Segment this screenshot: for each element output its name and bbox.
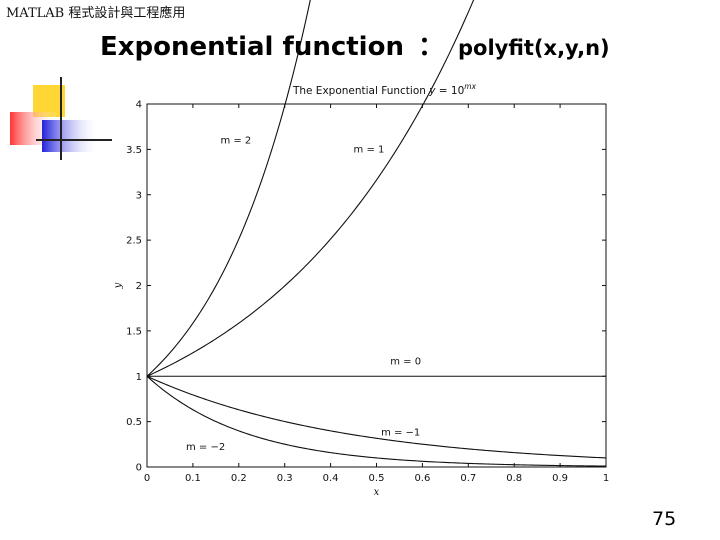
x-tick-label: 0.7	[460, 473, 476, 484]
x-tick-label: 0.8	[506, 473, 522, 484]
series-annotation-m1: m = 1	[354, 144, 385, 155]
x-tick-label: 0.3	[277, 473, 293, 484]
x-tick-label: 0.5	[369, 473, 385, 484]
title-separator: ：	[417, 32, 444, 62]
x-tick-label: 0.6	[414, 473, 430, 484]
slide-title: Exponential function ： polyfit(x,y,n)	[100, 26, 610, 63]
x-tick-label: 0.4	[323, 473, 339, 484]
y-tick-label: 2.5	[126, 236, 142, 247]
chart-title: The Exponential Function y = 10mx	[292, 82, 477, 97]
series-annotation-m0: m = 0	[390, 357, 421, 368]
series-line-m-2	[146, 375, 607, 467]
y-tick-label: 2	[136, 281, 142, 292]
series-annotation-m-2: m = −2	[186, 442, 225, 453]
x-axis-label: x	[374, 487, 380, 498]
y-tick-label: 1	[136, 372, 142, 383]
series-annotation-m2: m = 2	[220, 135, 251, 146]
x-tick-label: 1	[603, 473, 609, 484]
y-tick-label: 3	[136, 190, 142, 201]
y-axis-label: y	[113, 282, 124, 289]
series-annotation-m-1: m = −1	[381, 428, 420, 439]
series-line-m2	[146, 0, 311, 377]
title-function: polyfit(x,y,n)	[457, 36, 610, 60]
y-tick-label: 0.5	[126, 417, 142, 428]
y-tick-label: 4	[136, 100, 142, 111]
y-tick-label: 1.5	[126, 326, 142, 337]
y-tick-label: 3.5	[126, 145, 142, 156]
x-tick-label: 0.9	[552, 473, 568, 484]
series-line-m1	[146, 0, 475, 377]
series-line-m-1	[146, 375, 607, 459]
decorative-squares-logo	[10, 77, 112, 160]
page-number: 75	[652, 508, 677, 530]
y-tick-label: 0	[136, 463, 142, 474]
title-main: Exponential function	[100, 32, 404, 62]
x-tick-label: 0	[144, 473, 150, 484]
x-tick-label: 0.1	[185, 473, 201, 484]
course-label: MATLAB 程式設計與工程應用	[6, 6, 186, 21]
x-tick-label: 0.2	[231, 473, 247, 484]
